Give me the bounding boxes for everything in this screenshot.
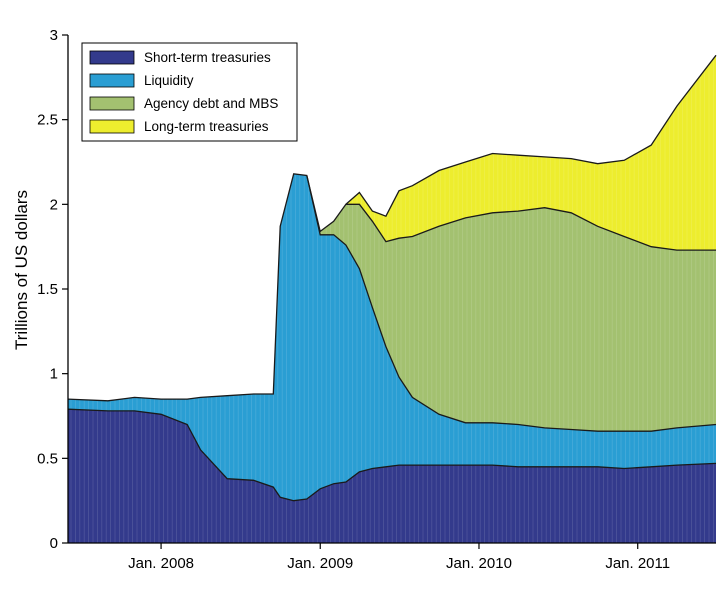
series-outline-group <box>67 54 717 502</box>
y-tick-label: 1 <box>50 366 58 383</box>
y-tick-label: 1.5 <box>37 281 58 298</box>
y-tick-label: 2.5 <box>37 112 58 129</box>
legend-swatch-short-term-treasuries <box>89 50 135 65</box>
area-long-term-treasuries <box>68 55 716 401</box>
y-tick-label: 0 <box>50 535 58 552</box>
axes: 0 0.5 1 1.5 2 2.5 3 Jan. 2008 Jan. 2009 Jan. 2010… <box>37 27 716 572</box>
y-tick-label: 3 <box>50 27 58 44</box>
y-tick-label: 2 <box>50 196 58 213</box>
outline-short-term-treasuries <box>67 408 717 502</box>
legend-swatch-long-term-treasuries <box>89 119 135 134</box>
legend-label-short-term-treasuries: Short-term treasuries <box>144 50 271 65</box>
legend: Short-term treasuries Liquidity Agency deb… <box>81 42 298 142</box>
outline-liquidity <box>67 173 717 432</box>
outline-agency-debt-and-mbs <box>306 175 716 251</box>
legend-label-agency-debt-and-mbs: Agency debt and MBS <box>144 96 278 111</box>
legend-swatch-agency-debt-and-mbs <box>89 96 135 111</box>
x-tick-label: Jan. 2011 <box>605 555 670 572</box>
legend-label-liquidity: Liquidity <box>144 73 194 88</box>
x-tick-label: Jan. 2009 <box>287 555 353 572</box>
y-tick-label: 0.5 <box>37 450 58 467</box>
outline-long-term-treasuries <box>345 54 717 218</box>
y-axis-label: Trillions of US dollars <box>12 190 31 350</box>
area-short-term-treasuries <box>68 409 716 543</box>
legend-swatch-liquidity <box>89 73 135 88</box>
x-tick-label: Jan. 2008 <box>128 555 194 572</box>
x-tick-label: Jan. 2010 <box>446 555 512 572</box>
area-series-group <box>68 55 716 543</box>
area-agency-debt-and-mbs <box>68 173 716 432</box>
legend-label-long-term-treasuries: Long-term treasuries <box>144 119 269 134</box>
area-liquidity <box>68 173 716 501</box>
